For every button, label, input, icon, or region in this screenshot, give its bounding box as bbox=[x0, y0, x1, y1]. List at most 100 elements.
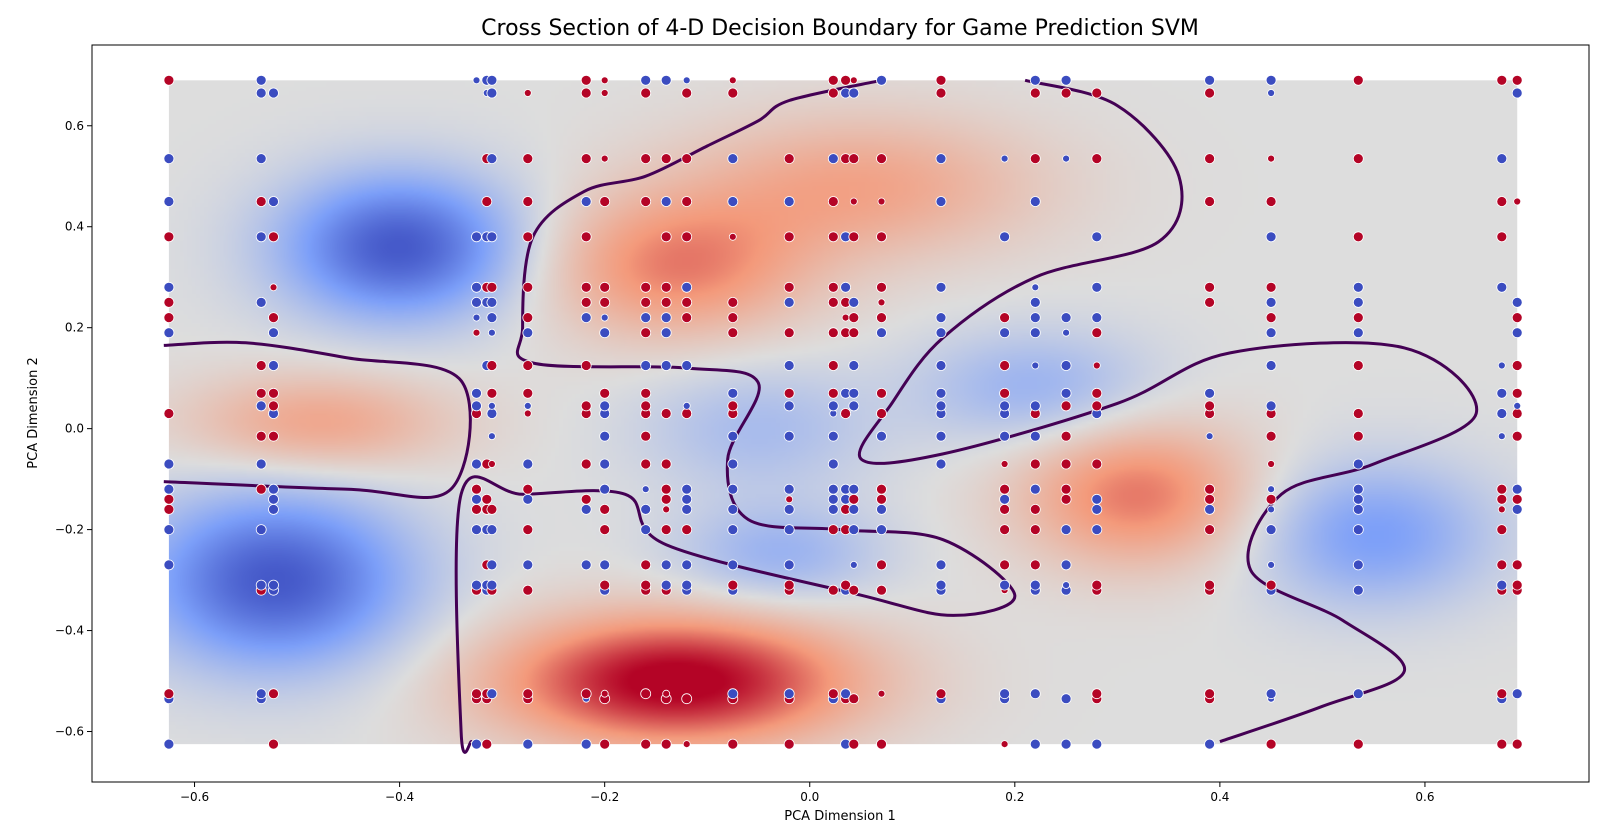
data-point bbox=[1511, 387, 1523, 399]
data-point bbox=[522, 738, 534, 750]
data-point bbox=[682, 740, 691, 748]
data-point bbox=[1204, 738, 1215, 750]
data-point bbox=[1496, 483, 1508, 495]
data-point bbox=[827, 360, 839, 371]
data-point bbox=[471, 493, 482, 505]
data-point bbox=[471, 400, 482, 412]
data-point bbox=[640, 296, 652, 308]
data-point bbox=[660, 281, 672, 293]
data-point bbox=[1352, 688, 1364, 700]
data-point bbox=[1265, 312, 1277, 324]
data-point bbox=[471, 503, 482, 515]
data-point bbox=[935, 153, 947, 165]
data-point bbox=[486, 296, 498, 308]
data-point bbox=[163, 483, 175, 495]
data-point bbox=[268, 493, 279, 505]
data-point bbox=[268, 87, 279, 99]
data-point bbox=[827, 87, 839, 99]
data-point bbox=[522, 688, 534, 700]
data-point bbox=[1352, 584, 1364, 596]
data-point bbox=[600, 313, 609, 322]
data-point bbox=[827, 327, 839, 339]
data-point bbox=[163, 408, 175, 419]
data-point bbox=[727, 387, 739, 399]
data-point bbox=[640, 387, 652, 399]
data-point bbox=[1204, 400, 1215, 412]
x-axis-label: PCA Dimension 1 bbox=[784, 809, 895, 824]
data-point bbox=[1513, 197, 1522, 206]
data-point bbox=[600, 689, 609, 698]
data-point bbox=[999, 503, 1010, 515]
data-point bbox=[1060, 312, 1072, 324]
data-point bbox=[681, 196, 693, 207]
data-point bbox=[1511, 559, 1523, 571]
data-point bbox=[471, 296, 482, 308]
data-point bbox=[1091, 493, 1103, 505]
data-point bbox=[255, 483, 267, 495]
data-point bbox=[580, 196, 592, 207]
data-point bbox=[681, 483, 693, 495]
data-point bbox=[471, 458, 482, 470]
data-point bbox=[1513, 401, 1522, 410]
data-point bbox=[1029, 559, 1041, 571]
data-point bbox=[876, 387, 887, 399]
data-point bbox=[1265, 400, 1277, 412]
data-point bbox=[1265, 231, 1277, 243]
data-point bbox=[827, 483, 839, 495]
y-axis-label: PCA Dimension 2 bbox=[26, 357, 41, 468]
data-point bbox=[640, 458, 652, 470]
data-point bbox=[1511, 327, 1523, 339]
data-point bbox=[163, 153, 175, 165]
data-point bbox=[1029, 579, 1041, 591]
data-point bbox=[268, 387, 279, 399]
data-point bbox=[1511, 360, 1523, 371]
data-point bbox=[580, 688, 592, 700]
data-point bbox=[1265, 296, 1277, 308]
data-point bbox=[471, 738, 482, 750]
data-point bbox=[255, 196, 267, 207]
y-tick-label: −0.6 bbox=[55, 725, 84, 739]
data-point bbox=[660, 327, 672, 339]
data-point bbox=[163, 738, 175, 750]
data-point bbox=[522, 493, 534, 505]
data-point bbox=[1267, 89, 1275, 97]
data-point bbox=[682, 401, 691, 410]
data-point bbox=[660, 738, 672, 750]
data-point bbox=[783, 153, 795, 165]
data-point bbox=[660, 312, 672, 324]
data-point bbox=[681, 408, 693, 419]
data-point bbox=[1091, 400, 1103, 412]
data-point bbox=[999, 559, 1010, 571]
data-point bbox=[255, 387, 267, 399]
data-point bbox=[1029, 458, 1041, 470]
data-point bbox=[1204, 74, 1215, 86]
data-point bbox=[255, 296, 267, 308]
data-point bbox=[1496, 688, 1508, 700]
data-point bbox=[268, 312, 279, 324]
data-point bbox=[727, 579, 739, 591]
data-point bbox=[1091, 231, 1103, 243]
data-point bbox=[1062, 328, 1070, 337]
data-point bbox=[580, 87, 592, 99]
data-point bbox=[1091, 579, 1103, 591]
data-point bbox=[848, 296, 860, 308]
data-point bbox=[1000, 460, 1009, 468]
data-point bbox=[255, 87, 267, 99]
data-point bbox=[486, 87, 498, 99]
data-point bbox=[1060, 559, 1072, 571]
data-point bbox=[1060, 458, 1072, 470]
data-point bbox=[1060, 483, 1072, 495]
data-point bbox=[827, 458, 839, 470]
data-point bbox=[1352, 483, 1364, 495]
data-point bbox=[255, 231, 267, 243]
data-point bbox=[486, 387, 498, 399]
y-tick-label: 0.2 bbox=[65, 321, 84, 335]
data-point bbox=[268, 196, 279, 207]
data-point bbox=[1352, 408, 1364, 419]
data-point bbox=[471, 231, 482, 243]
data-point bbox=[1511, 688, 1523, 700]
data-point bbox=[1496, 559, 1508, 571]
data-point bbox=[681, 231, 693, 243]
data-point bbox=[481, 738, 493, 750]
